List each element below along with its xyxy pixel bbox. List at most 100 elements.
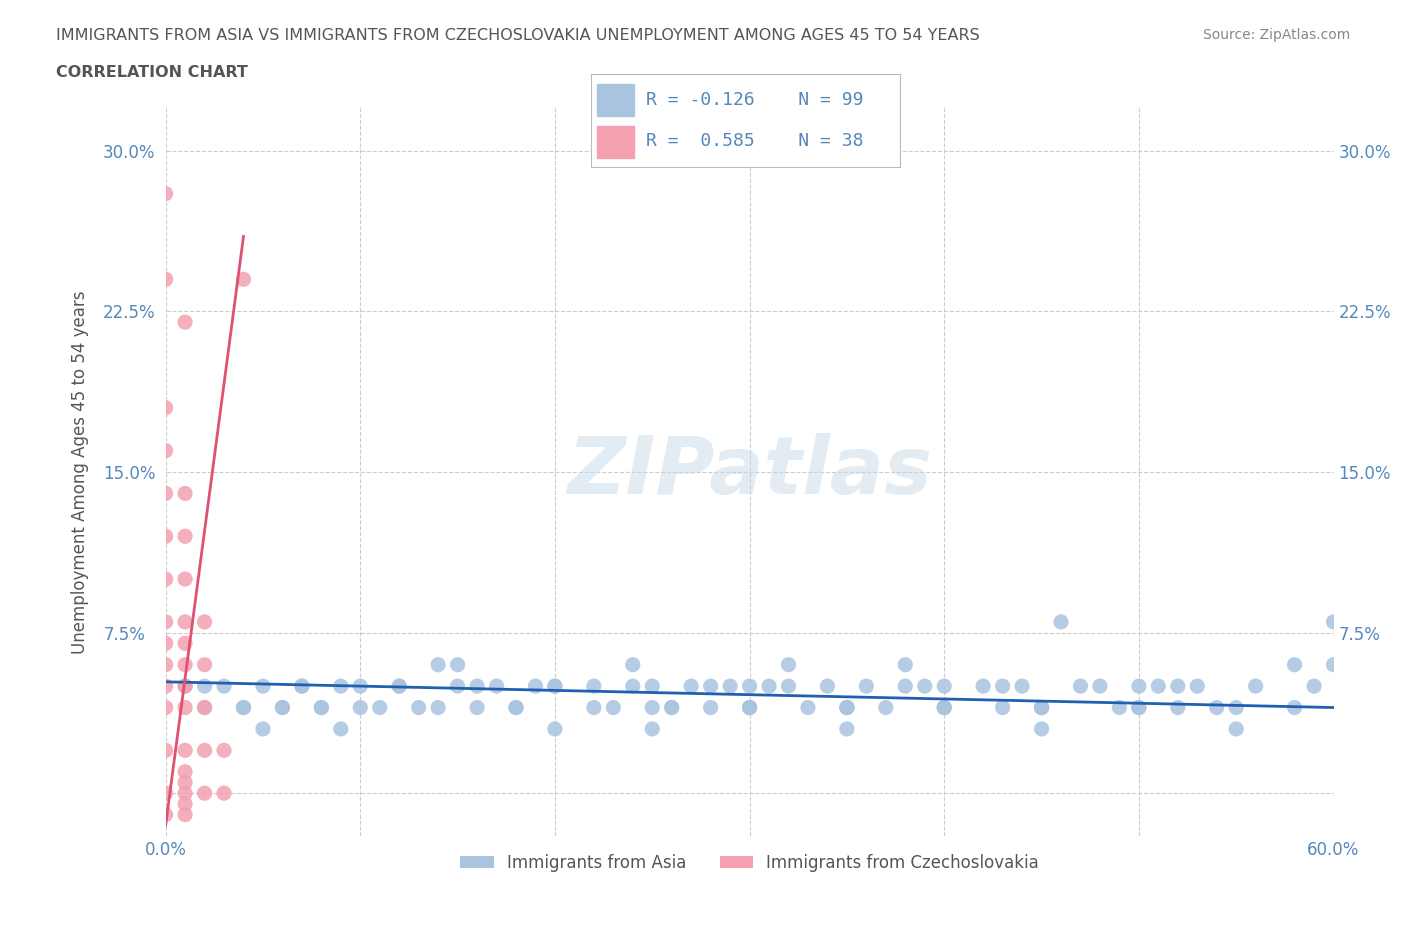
Point xyxy=(193,743,215,758)
Point xyxy=(835,722,858,737)
Point xyxy=(505,700,527,715)
Point xyxy=(252,722,274,737)
Point xyxy=(368,700,391,715)
Point xyxy=(875,700,897,715)
Point xyxy=(738,700,761,715)
Point xyxy=(311,700,333,715)
Point xyxy=(641,679,664,694)
Point xyxy=(174,636,197,651)
Point xyxy=(193,700,215,715)
Point xyxy=(155,615,177,630)
Point xyxy=(155,186,177,201)
Point xyxy=(602,700,624,715)
Point xyxy=(232,700,254,715)
Point xyxy=(621,658,644,672)
Point xyxy=(427,658,450,672)
Point xyxy=(524,679,547,694)
Point xyxy=(174,486,197,501)
Point xyxy=(661,700,683,715)
Point xyxy=(972,679,994,694)
Point xyxy=(174,775,197,790)
Point xyxy=(174,615,197,630)
Point xyxy=(193,658,215,672)
Point xyxy=(193,786,215,801)
Bar xyxy=(596,126,634,158)
Point xyxy=(738,700,761,715)
Point xyxy=(155,529,177,544)
Point xyxy=(699,679,721,694)
Text: CORRELATION CHART: CORRELATION CHART xyxy=(56,65,247,80)
Point xyxy=(155,658,177,672)
Point xyxy=(1284,658,1306,672)
Point xyxy=(505,700,527,715)
Point xyxy=(1128,700,1150,715)
Point xyxy=(155,700,177,715)
Point xyxy=(174,807,197,822)
Point xyxy=(193,700,215,715)
Point xyxy=(641,700,664,715)
Point xyxy=(193,615,215,630)
Point xyxy=(174,679,197,694)
Point xyxy=(1225,722,1247,737)
Point xyxy=(174,700,197,715)
Point xyxy=(681,679,703,694)
Point xyxy=(408,700,430,715)
Point xyxy=(465,700,488,715)
Point xyxy=(1167,679,1189,694)
Point xyxy=(465,679,488,694)
Point xyxy=(329,722,352,737)
Point xyxy=(174,572,197,587)
Point xyxy=(329,679,352,694)
Point xyxy=(155,272,177,286)
Point xyxy=(1031,700,1053,715)
Point xyxy=(1205,700,1227,715)
Point xyxy=(778,679,800,694)
Point xyxy=(291,679,314,694)
Point xyxy=(311,700,333,715)
Point xyxy=(232,700,254,715)
Point xyxy=(155,572,177,587)
Point xyxy=(1031,700,1053,715)
Point xyxy=(174,679,197,694)
Point xyxy=(155,444,177,458)
Point xyxy=(1011,679,1033,694)
Point xyxy=(1225,700,1247,715)
Point xyxy=(1147,679,1170,694)
Point xyxy=(427,700,450,715)
Point xyxy=(1244,679,1267,694)
Point xyxy=(1031,722,1053,737)
Point xyxy=(835,700,858,715)
Point xyxy=(894,679,917,694)
Point xyxy=(544,679,567,694)
Point xyxy=(934,700,956,715)
Point xyxy=(934,700,956,715)
Point xyxy=(155,786,177,801)
Point xyxy=(1284,700,1306,715)
Point xyxy=(855,679,877,694)
Point xyxy=(544,722,567,737)
Point xyxy=(212,786,235,801)
Point xyxy=(388,679,411,694)
Point xyxy=(155,486,177,501)
Point xyxy=(446,679,468,694)
Point xyxy=(1167,700,1189,715)
Point xyxy=(271,700,294,715)
Point xyxy=(544,679,567,694)
Point xyxy=(155,807,177,822)
Point xyxy=(1322,615,1344,630)
Point xyxy=(621,679,644,694)
Point xyxy=(1088,679,1111,694)
Point xyxy=(174,796,197,811)
Point xyxy=(174,529,197,544)
Point xyxy=(738,700,761,715)
Point xyxy=(699,700,721,715)
Point xyxy=(174,743,197,758)
Point xyxy=(1031,700,1053,715)
Text: R = -0.126    N = 99: R = -0.126 N = 99 xyxy=(647,90,863,109)
Point xyxy=(835,700,858,715)
Point xyxy=(718,679,741,694)
Point xyxy=(778,658,800,672)
Point xyxy=(291,679,314,694)
Point xyxy=(641,722,664,737)
Point xyxy=(914,679,936,694)
